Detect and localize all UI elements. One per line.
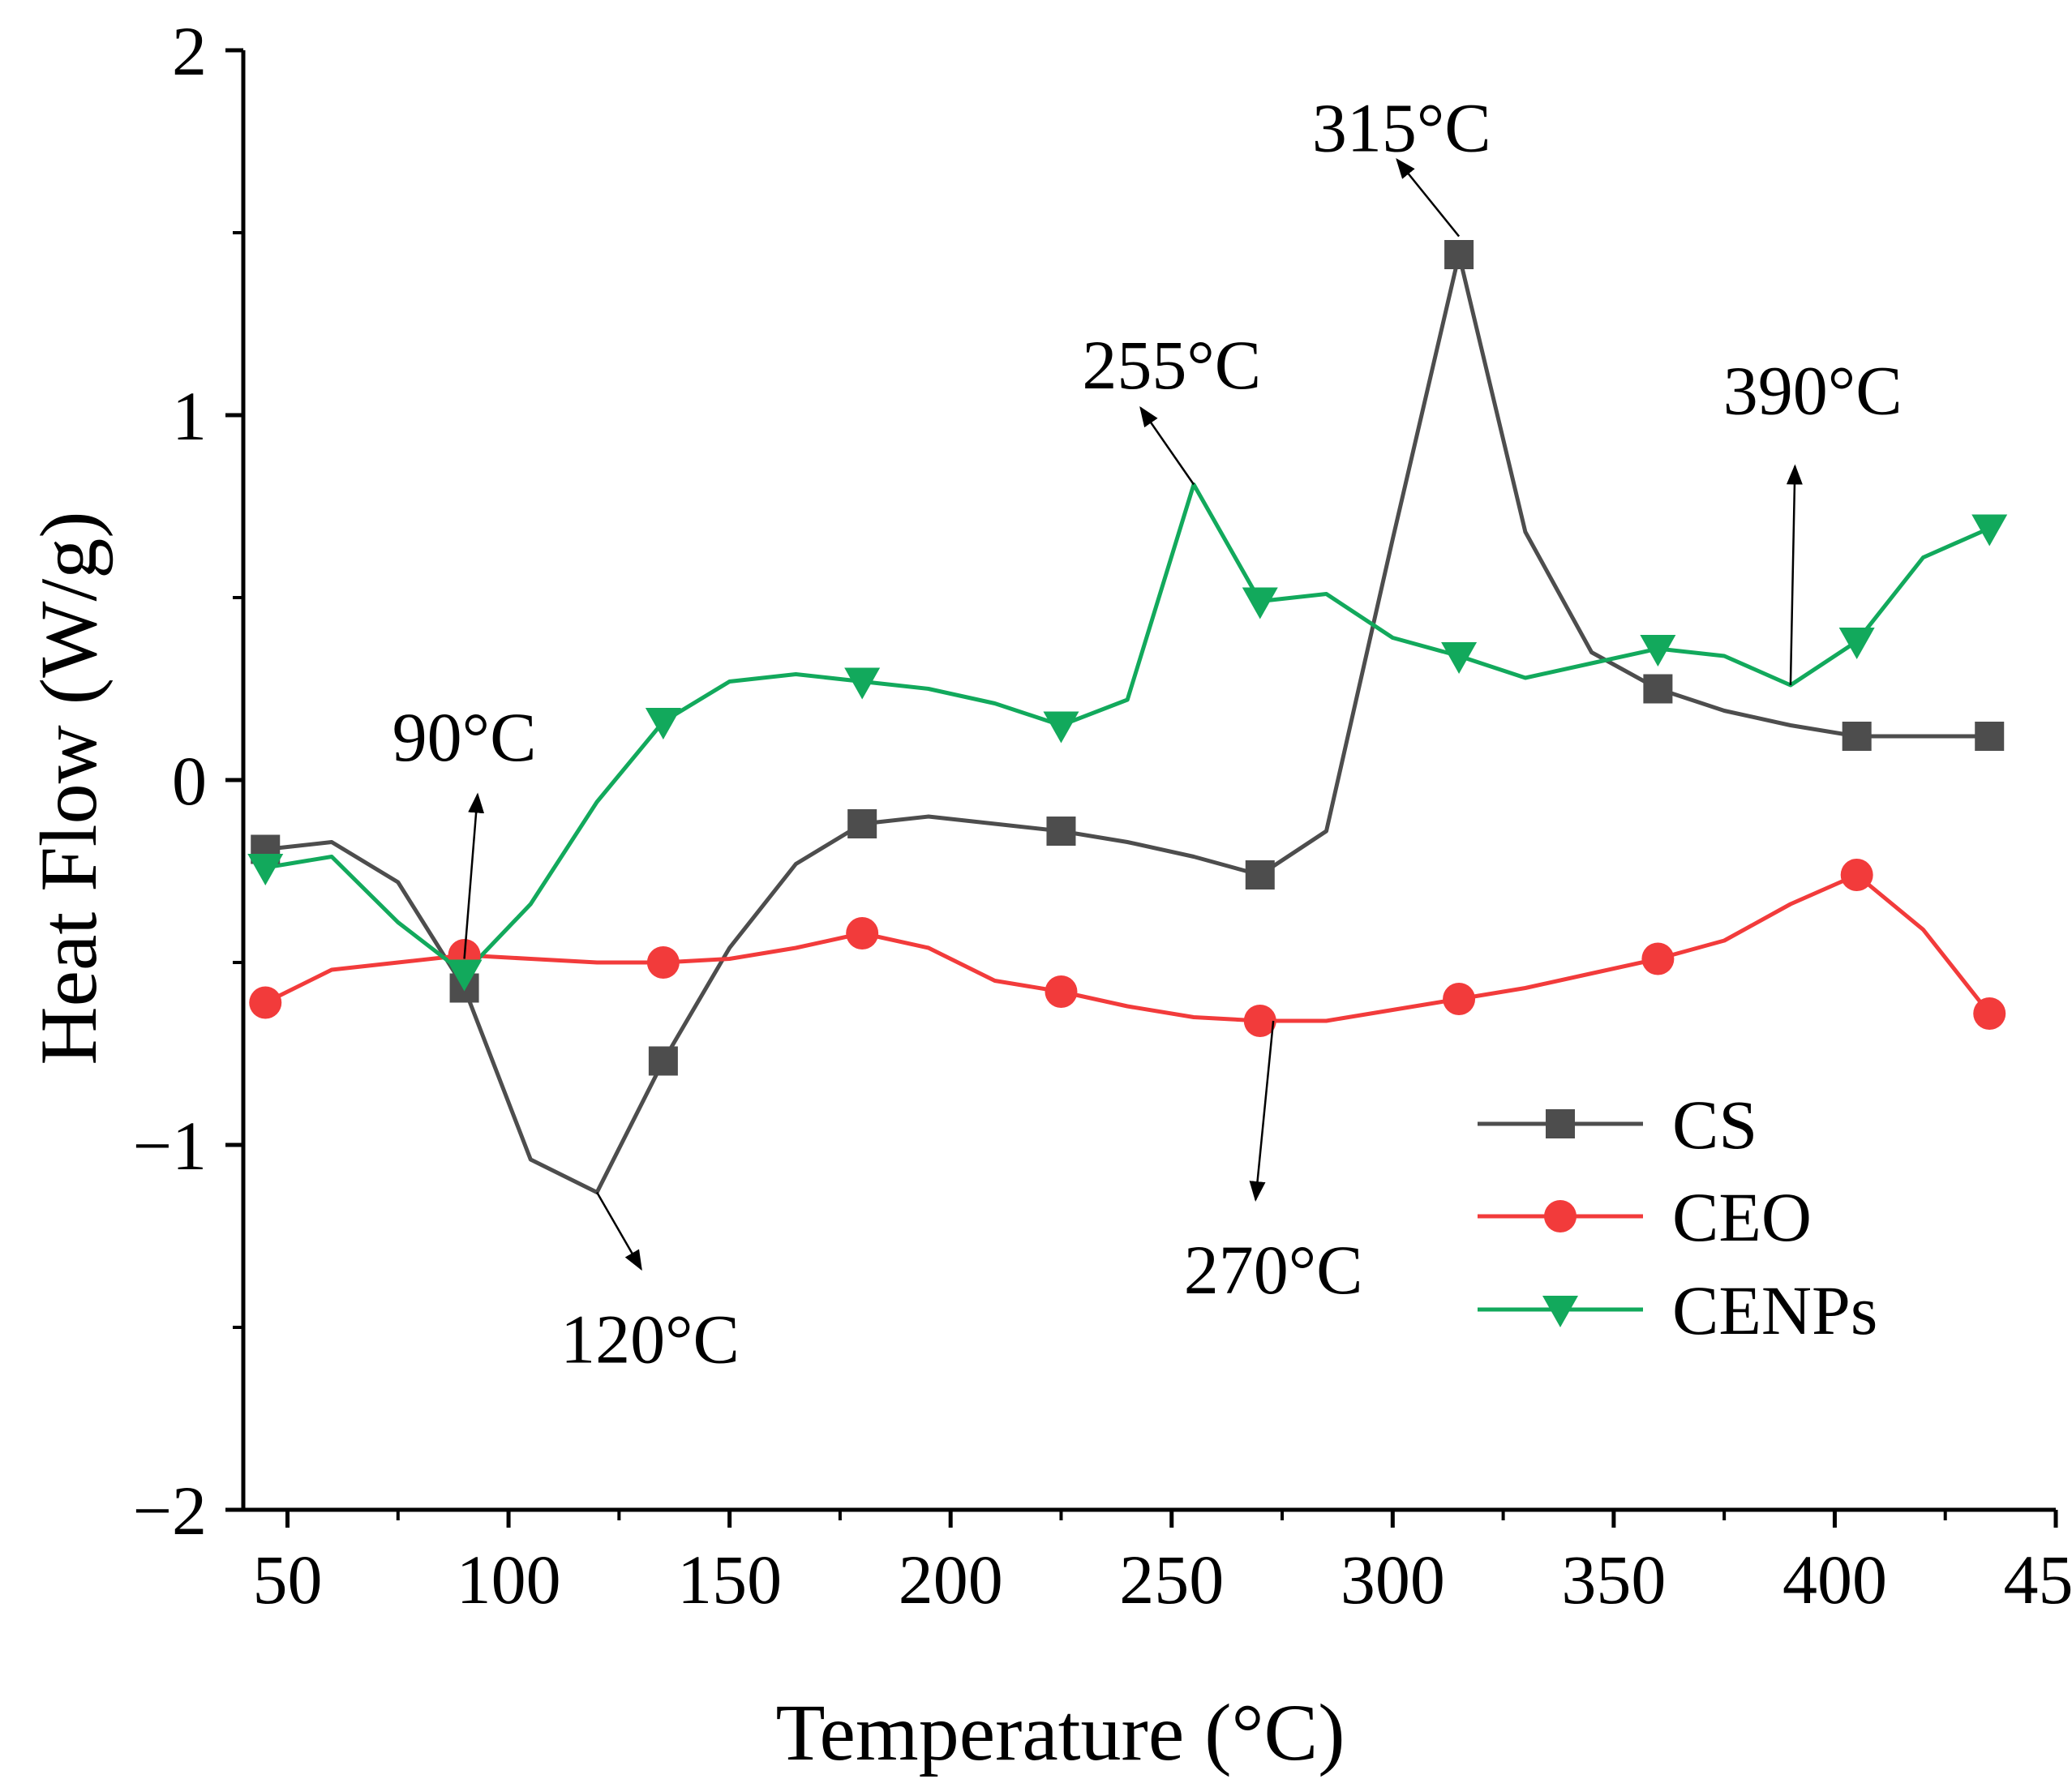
annotation-label: 270°C xyxy=(1184,1231,1363,1309)
marker-cenps xyxy=(1640,635,1676,667)
series-lines xyxy=(264,252,1992,1194)
x-axis-title: Temperature (°C) xyxy=(775,1687,1345,1777)
annotation-label: 120°C xyxy=(560,1301,740,1378)
annotation-label: 315°C xyxy=(1312,89,1491,167)
x-tick-label: 400 xyxy=(1782,1541,1887,1618)
marker-cs xyxy=(847,809,877,838)
annotation-arrow xyxy=(1786,464,1803,686)
x-tick-label: 350 xyxy=(1561,1541,1666,1618)
x-tick-label: 300 xyxy=(1341,1541,1445,1618)
series-line-cenps xyxy=(264,482,1991,975)
legend-marker-cenps xyxy=(1542,1296,1578,1327)
annotation-arrow xyxy=(463,792,485,959)
marker-ceo xyxy=(249,986,282,1019)
marker-cs xyxy=(648,1046,678,1076)
series-line-ceo xyxy=(264,872,1992,1023)
legend: CS CEO CENPs xyxy=(1478,1086,1877,1349)
marker-cs xyxy=(1245,860,1275,890)
marker-ceo xyxy=(1973,997,2006,1030)
annotation-label: 255°C xyxy=(1082,326,1261,404)
y-tick-label: −2 xyxy=(132,1472,207,1550)
x-tick-label: 200 xyxy=(899,1541,1003,1618)
annotations: 90°C 120°C 255°C 270°C 315°C 390°C xyxy=(393,89,1903,1378)
marker-ceo xyxy=(1443,983,1476,1015)
annotation-arrow xyxy=(1139,405,1195,486)
annotation-label: 390°C xyxy=(1723,352,1903,430)
legend-label-cs: CS xyxy=(1672,1086,1757,1164)
marker-cenps xyxy=(645,708,681,739)
y-tick-label: 0 xyxy=(172,742,207,820)
marker-cs xyxy=(1046,817,1076,846)
series-markers xyxy=(247,240,2008,1076)
marker-ceo xyxy=(1641,942,1675,975)
y-tick-label: 2 xyxy=(172,12,207,90)
marker-cenps xyxy=(844,667,881,700)
annotation-arrow xyxy=(1396,158,1461,238)
marker-cenps xyxy=(446,959,483,992)
series-line-cs xyxy=(265,252,1990,1194)
marker-cs xyxy=(1975,722,2005,751)
x-tick-label: 100 xyxy=(457,1541,561,1618)
marker-ceo xyxy=(1840,859,1873,891)
marker-ceo xyxy=(1243,1005,1276,1037)
marker-cenps xyxy=(1242,587,1278,619)
x-tick-label: 150 xyxy=(677,1541,782,1618)
marker-cenps xyxy=(1441,642,1478,674)
y-axis-title: Heat Flow (W/g) xyxy=(24,511,114,1065)
x-tick-label: 250 xyxy=(1119,1541,1224,1618)
legend-label-cenps: CENPs xyxy=(1672,1271,1877,1349)
legend-marker-ceo xyxy=(1544,1200,1577,1232)
marker-cenps xyxy=(247,854,284,885)
marker-cs xyxy=(1842,722,1872,751)
marker-cs xyxy=(1643,674,1673,704)
legend-label-ceo: CEO xyxy=(1672,1178,1812,1256)
annotation-arrow xyxy=(596,1191,642,1271)
legend-marker-cs xyxy=(1546,1109,1575,1138)
marker-cs xyxy=(1444,240,1474,269)
marker-ceo xyxy=(846,917,879,950)
annotation-arrow xyxy=(1249,1020,1275,1202)
x-tick-label: 450 xyxy=(2004,1541,2072,1618)
y-tick-label: −1 xyxy=(132,1107,207,1185)
marker-ceo xyxy=(646,946,680,979)
annotation-label: 90°C xyxy=(393,698,537,776)
axes: 50 100 150 200 250 300 350 400 450 −2 −1 0 1 2 Tempera… xyxy=(24,12,2072,1777)
marker-cenps xyxy=(1838,628,1875,659)
x-tick-label: 50 xyxy=(253,1541,323,1618)
y-tick-label: 1 xyxy=(172,377,207,455)
marker-cenps xyxy=(1971,514,2008,547)
marker-ceo xyxy=(1045,975,1078,1008)
marker-cenps xyxy=(1043,711,1079,744)
